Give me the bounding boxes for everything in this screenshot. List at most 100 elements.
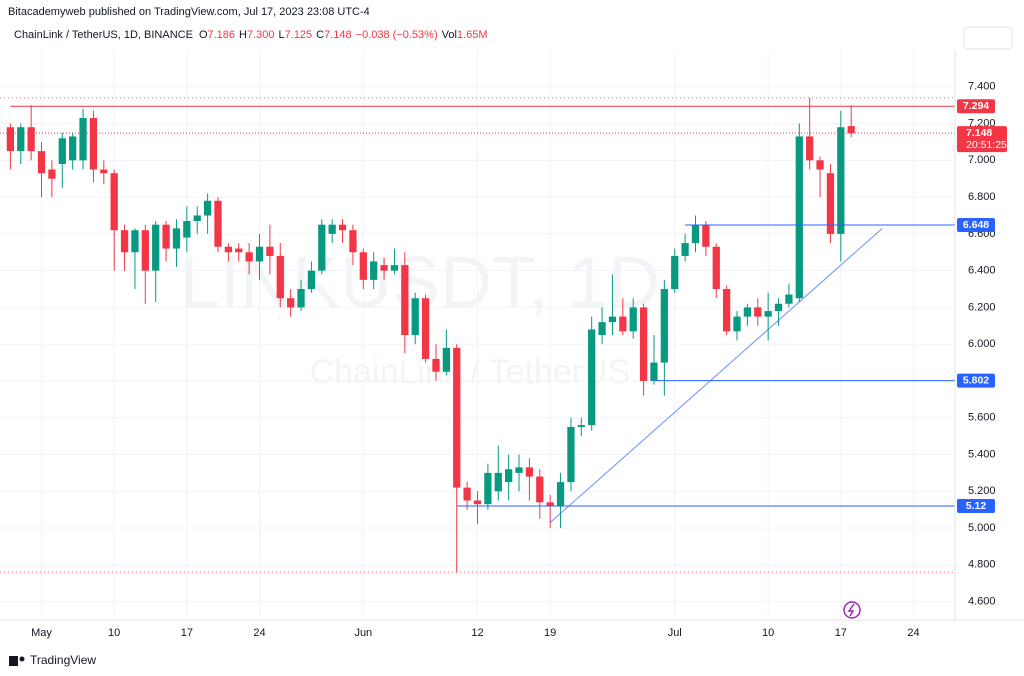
- candle-body: [27, 127, 35, 152]
- icon: [843, 601, 861, 619]
- y-tick-label: 7.000: [968, 154, 996, 166]
- candle-body: [380, 265, 388, 271]
- candle-body: [722, 289, 731, 332]
- ohlc-key: C: [316, 29, 324, 41]
- watermark-name: ChainLink / TetherUS: [310, 353, 631, 391]
- candle-body: [69, 136, 77, 161]
- button[interactable]: [963, 26, 1013, 50]
- x-tick-label: 12: [471, 627, 483, 639]
- candle-body: [193, 215, 201, 221]
- y-tick-label: 4.600: [968, 596, 996, 608]
- ohlc-value: 7.148: [324, 29, 352, 41]
- candle-body: [37, 151, 46, 174]
- candle-body: [608, 316, 617, 323]
- candle-body: [172, 228, 181, 249]
- ohlc-key: O: [199, 29, 208, 41]
- candle-body: [162, 224, 170, 249]
- countdown: 20:51:25: [966, 139, 1007, 151]
- candle-body: [110, 173, 118, 231]
- candle-body: [754, 307, 762, 317]
- candle-body: [224, 246, 233, 253]
- candle-body: [131, 230, 139, 253]
- candle-body: [183, 221, 191, 238]
- candle-body: [287, 298, 295, 308]
- candle-body: [411, 298, 419, 335]
- candle-body: [598, 322, 606, 335]
- candle-body: [370, 261, 378, 280]
- candle-body: [297, 289, 305, 308]
- candle-body: [318, 224, 326, 271]
- candle-body: [255, 246, 264, 262]
- candle-body: [120, 230, 129, 253]
- volume: 1.65M: [457, 29, 488, 41]
- candle-body: [17, 127, 25, 152]
- candle-body: [681, 243, 689, 256]
- publisher: Bitacademyweb published on TradingView.c…: [8, 6, 370, 18]
- candle-body: [515, 467, 523, 473]
- candle-body: [650, 362, 658, 381]
- candle-body: [588, 329, 596, 426]
- x-tick-label: 19: [544, 627, 556, 639]
- logo: [9, 656, 25, 666]
- price-badge-label: 5.12: [966, 500, 987, 512]
- candle-body: [484, 472, 492, 505]
- x-tick-label: Jun: [354, 627, 372, 639]
- price-badge: [957, 499, 995, 513]
- trend-line: [549, 227, 883, 523]
- ohlc-key: H: [239, 29, 247, 41]
- candle-body: [432, 358, 440, 372]
- candle-body: [89, 118, 98, 170]
- plot: [0, 50, 955, 620]
- candle-body: [567, 426, 575, 483]
- candle-body: [152, 224, 160, 271]
- ohlc-value: 7.300: [247, 29, 275, 41]
- price-badge-label: 7.294: [963, 100, 989, 112]
- candle-body: [691, 224, 700, 244]
- candle-body: [629, 307, 637, 332]
- candle-body: [100, 169, 108, 174]
- candle-body: [619, 316, 627, 332]
- y-tick-label: 4.800: [968, 559, 996, 571]
- x-tick-label: May: [31, 627, 52, 639]
- candle-body: [826, 173, 835, 234]
- candle-body: [6, 127, 15, 152]
- change: −0.038 (−0.53%): [356, 29, 438, 41]
- candle-body: [359, 252, 367, 280]
- candle-body: [214, 200, 222, 247]
- ohlc-value: 7.125: [285, 29, 313, 41]
- candle-body: [276, 255, 284, 299]
- candle-body: [712, 246, 720, 290]
- x-tick-label: 17: [835, 627, 847, 639]
- y-tick-label: 6.200: [968, 301, 996, 313]
- candle-body: [536, 476, 544, 503]
- candle-body: [235, 248, 243, 253]
- y-tick-label: 6.000: [968, 338, 996, 350]
- candle-body: [577, 425, 585, 427]
- candle-body: [660, 289, 668, 363]
- candle-body: [847, 126, 855, 134]
- y-tick-label: 5.600: [968, 412, 996, 424]
- candle-body: [463, 487, 471, 501]
- price-badge-label: 6.648: [963, 219, 989, 231]
- candle-body: [307, 270, 316, 290]
- candle-body: [671, 255, 679, 290]
- x-tick-label: 10: [762, 627, 774, 639]
- symbol: ChainLink / TetherUS, 1D, BINANCE: [14, 29, 193, 41]
- candle-body: [837, 127, 845, 234]
- candle-body: [328, 224, 336, 234]
- x-tick-label: 10: [108, 627, 120, 639]
- candle-body: [421, 298, 430, 359]
- x-tick-label: 24: [253, 627, 265, 639]
- candle-body: [639, 307, 648, 381]
- x-tick-label: 24: [907, 627, 919, 639]
- x-tick-label: 17: [181, 627, 193, 639]
- x-tick-label: Jul: [668, 627, 682, 639]
- candle-body: [733, 316, 741, 332]
- candle-body: [203, 200, 212, 216]
- y-tick-label: 5.000: [968, 522, 996, 534]
- y-tick-label: 7.400: [968, 81, 996, 93]
- candle-body: [546, 502, 554, 506]
- candle-body: [390, 265, 399, 271]
- ohlc-key: L: [279, 29, 285, 41]
